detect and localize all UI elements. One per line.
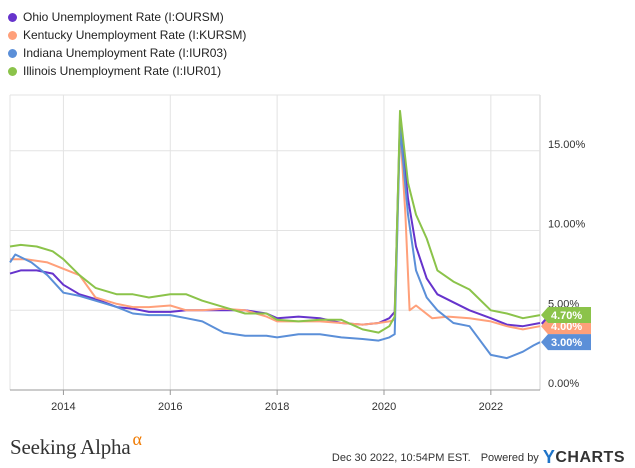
legend-marker-icon xyxy=(8,12,17,22)
y-tick-label: 15.00% xyxy=(548,139,586,151)
legend-label: Indiana Unemployment Rate (I:IUR03) xyxy=(23,46,228,60)
x-tick-label: 2020 xyxy=(372,401,396,413)
seeking-alpha-logo[interactable]: Seeking Alpha α xyxy=(10,429,142,460)
legend-label: Ohio Unemployment Rate (I:OURSM) xyxy=(23,10,224,24)
y-tick-label: 0.00% xyxy=(548,378,579,390)
legend-item[interactable]: Indiana Unemployment Rate (I:IUR03) xyxy=(8,44,246,62)
x-tick-label: 2016 xyxy=(158,401,182,413)
ycharts-logo-text: CHARTS xyxy=(555,448,625,466)
chart-timestamp: Dec 30 2022, 10:54PM EST. xyxy=(331,451,471,464)
chart-footer: Dec 30 2022, 10:54PM EST. Powered by Y C… xyxy=(332,447,625,468)
end-value-label: 4.00% xyxy=(551,321,582,333)
end-value-badge-bg xyxy=(541,334,591,351)
legend-marker-icon xyxy=(8,48,17,58)
end-value-badge: 3.00% xyxy=(541,334,591,351)
y-tick-label: 10.00% xyxy=(548,219,586,231)
legend-item[interactable]: Kentucky Unemployment Rate (I:KURSM) xyxy=(8,26,246,44)
end-value-badge-bg xyxy=(541,307,591,324)
brand-name: Seeking Alpha xyxy=(10,435,131,459)
x-tick-label: 2018 xyxy=(265,401,289,413)
powered-by-text: Powered by xyxy=(480,451,539,464)
legend-marker-icon xyxy=(8,66,17,76)
end-value-label: 4.70% xyxy=(551,310,582,322)
x-tick-label: 2014 xyxy=(51,401,75,413)
legend-item[interactable]: Illinois Unemployment Rate (I:IUR01) xyxy=(8,62,246,80)
chart-legend: Ohio Unemployment Rate (I:OURSM) Kentucky… xyxy=(8,8,246,80)
legend-marker-icon xyxy=(8,30,17,40)
series-line xyxy=(9,109,541,334)
legend-label: Kentucky Unemployment Rate (I:KURSM) xyxy=(23,28,247,42)
end-value-badge: 4.70% xyxy=(541,307,591,324)
ycharts-logo-y: Y xyxy=(542,447,556,467)
legend-item[interactable]: Ohio Unemployment Rate (I:OURSM) xyxy=(8,8,246,26)
series-line xyxy=(9,117,541,328)
ycharts-logo[interactable]: Y CHARTS xyxy=(543,447,625,468)
alpha-symbol: α xyxy=(132,429,142,449)
legend-label: Illinois Unemployment Rate (I:IUR01) xyxy=(23,64,222,78)
series-line xyxy=(9,125,541,360)
end-value-label: 3.00% xyxy=(551,337,582,349)
x-tick-label: 2022 xyxy=(479,401,503,413)
